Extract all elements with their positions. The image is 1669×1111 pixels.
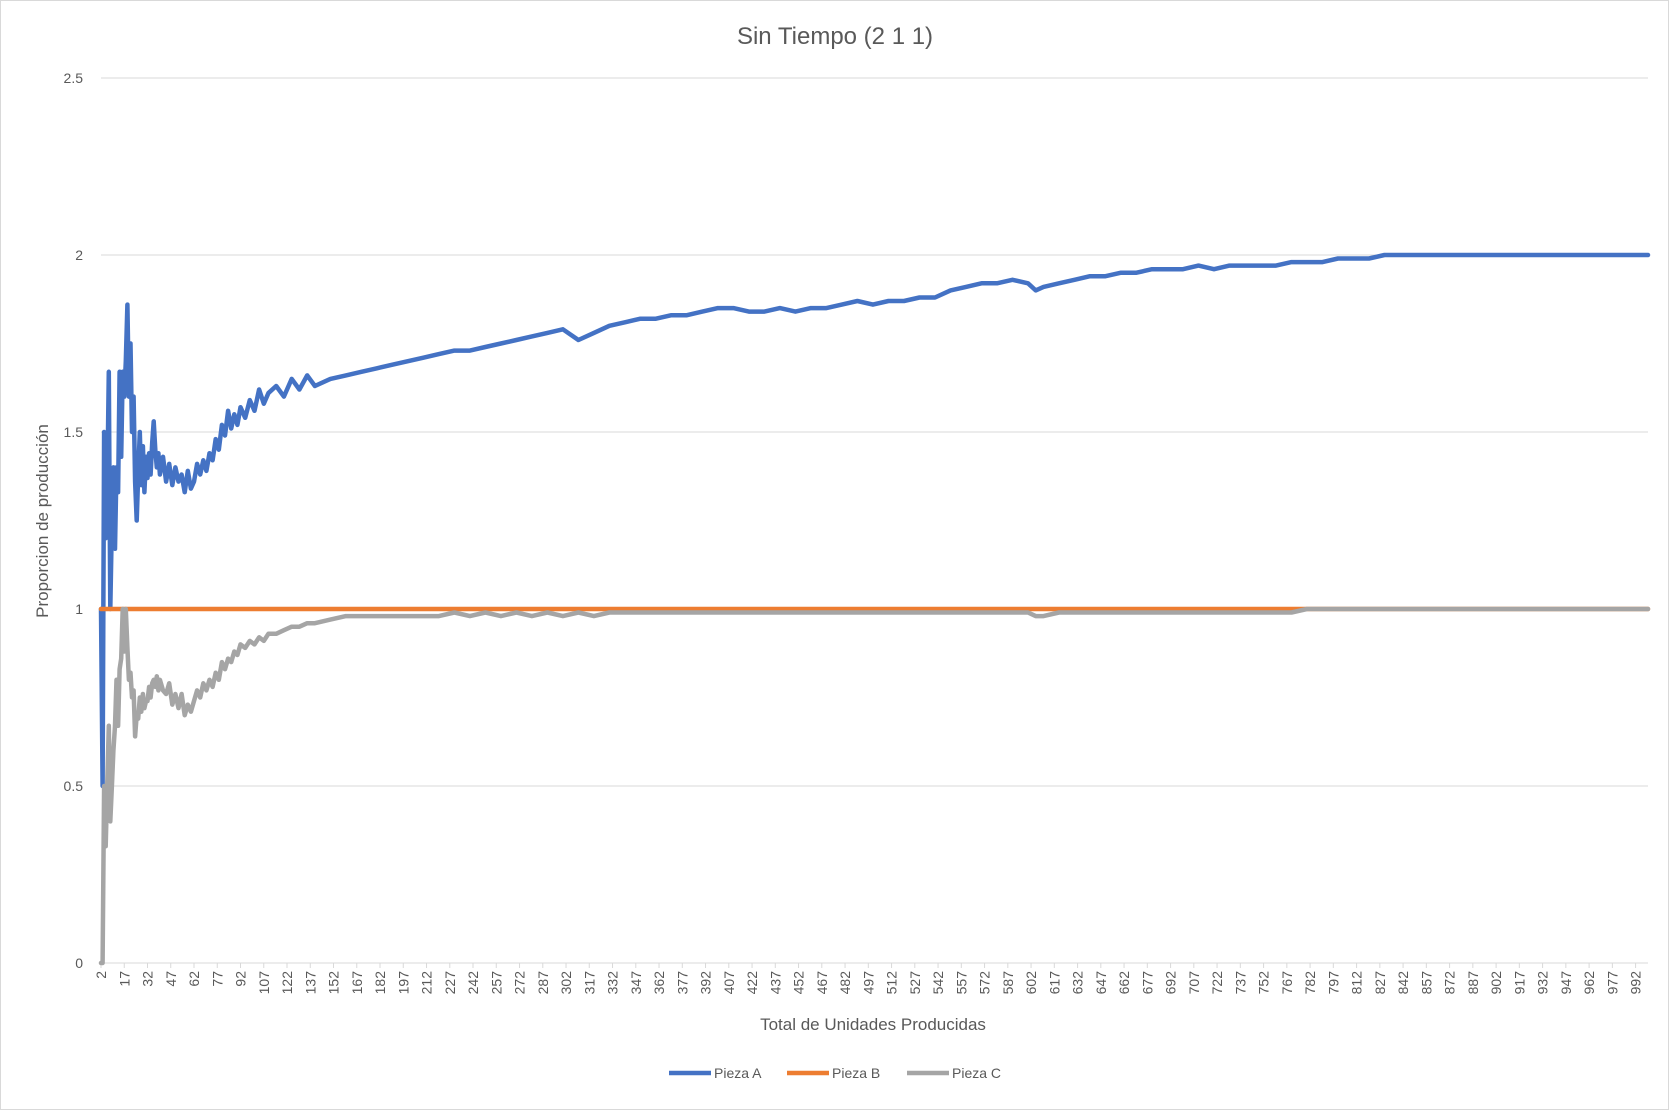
x-tick-label: 227: [442, 971, 458, 995]
x-tick-label: 122: [279, 971, 295, 995]
x-tick-label: 917: [1511, 971, 1527, 995]
y-tick-label: 0.5: [64, 778, 84, 794]
x-tick-label: 392: [698, 971, 714, 995]
x-tick-label: 497: [860, 971, 876, 995]
x-tick-label: 962: [1581, 971, 1597, 995]
x-tick-label: 587: [1000, 971, 1016, 995]
x-tick-label: 467: [814, 971, 830, 995]
legend-label: Pieza A: [714, 1065, 762, 1081]
x-tick-label: 92: [233, 971, 249, 987]
x-tick-label: 767: [1279, 971, 1295, 995]
x-tick-label: 512: [884, 971, 900, 995]
x-tick-label: 152: [326, 971, 342, 995]
x-tick-label: 167: [349, 971, 365, 995]
x-tick-label: 527: [907, 971, 923, 995]
x-tick-label: 107: [256, 971, 272, 995]
x-tick-label: 182: [372, 971, 388, 995]
x-tick-label: 377: [674, 971, 690, 995]
x-tick-label: 737: [1232, 971, 1248, 995]
x-tick-label: 422: [744, 971, 760, 995]
x-tick-label: 902: [1488, 971, 1504, 995]
x-tick-label: 47: [163, 971, 179, 987]
series-line-3: [98, 606, 1651, 966]
x-tick-label: 287: [535, 971, 551, 995]
x-tick-label: 2: [93, 971, 109, 979]
x-tick-label: 347: [628, 971, 644, 995]
y-axis-title: Proporcion de producción: [33, 424, 52, 618]
y-axis: 0 0.5 1 1.5 2 2.5: [64, 70, 84, 971]
x-tick-label: 452: [791, 971, 807, 995]
x-tick-label: 17: [116, 971, 132, 987]
x-tick-label: 842: [1395, 971, 1411, 995]
legend-label: Pieza B: [832, 1065, 880, 1081]
x-tick-label: 32: [140, 971, 156, 987]
x-tick-label: 317: [581, 971, 597, 995]
x-tick-label: 137: [302, 971, 318, 995]
x-tick-label: 677: [1139, 971, 1155, 995]
y-tick-label: 2.5: [64, 70, 84, 86]
x-tick-label: 662: [1116, 971, 1132, 995]
x-tick-label: 482: [837, 971, 853, 995]
x-tick-label: 257: [488, 971, 504, 995]
x-tick-label: 332: [605, 971, 621, 995]
x-tick-label: 887: [1465, 971, 1481, 995]
x-tick-label: 602: [1023, 971, 1039, 995]
chart-title: Sin Tiempo (2 1 1): [737, 23, 933, 50]
x-tick-label: 272: [512, 971, 528, 995]
x-tick-label: 812: [1349, 971, 1365, 995]
x-tick-label: 77: [209, 971, 225, 987]
x-tick-label: 647: [1093, 971, 1109, 995]
x-tick-label: 992: [1628, 971, 1644, 995]
x-tick-label: 872: [1442, 971, 1458, 995]
x-tick-label: 362: [651, 971, 667, 995]
x-tick-label: 692: [1163, 971, 1179, 995]
x-tick-label: 197: [395, 971, 411, 995]
x-axis-title: Total de Unidades Producidas: [760, 1015, 986, 1034]
legend-item-1: Pieza A: [669, 1065, 762, 1081]
x-tick-label: 542: [930, 971, 946, 995]
y-tick-label: 2: [75, 247, 83, 263]
x-axis: 2 17 32 47 62 77 92 107 122 137 152 167 182 197 212 227…: [93, 962, 1648, 995]
x-tick-label: 947: [1558, 971, 1574, 995]
legend-item-2: Pieza B: [787, 1065, 880, 1081]
y-tick-label: 1: [75, 601, 83, 617]
y-tick-label: 1.5: [64, 424, 84, 440]
y-tick-label: 0: [75, 955, 83, 971]
x-tick-label: 782: [1302, 971, 1318, 995]
x-tick-label: 722: [1209, 971, 1225, 995]
x-tick-label: 62: [186, 971, 202, 987]
legend: Pieza A Pieza B Pieza C: [669, 1065, 1001, 1081]
x-tick-label: 752: [1256, 971, 1272, 995]
x-tick-label: 407: [721, 971, 737, 995]
grid-lines: [101, 77, 1648, 787]
x-tick-label: 617: [1046, 971, 1062, 995]
x-tick-label: 212: [419, 971, 435, 995]
legend-item-3: Pieza C: [907, 1065, 1001, 1081]
x-tick-label: 797: [1325, 971, 1341, 995]
x-tick-label: 302: [558, 971, 574, 995]
x-tick-label: 242: [465, 971, 481, 995]
x-tick-label: 557: [953, 971, 969, 995]
x-tick-label: 977: [1604, 971, 1620, 995]
legend-label: Pieza C: [952, 1065, 1001, 1081]
x-tick-label: 827: [1372, 971, 1388, 995]
x-tick-label: 572: [977, 971, 993, 995]
x-tick-label: 857: [1418, 971, 1434, 995]
x-tick-label: 437: [767, 971, 783, 995]
x-tick-label: 707: [1186, 971, 1202, 995]
x-tick-label: 932: [1535, 971, 1551, 995]
x-tick-label: 632: [1070, 971, 1086, 995]
series-layer: [98, 252, 1651, 966]
series-line-1: [98, 252, 1651, 789]
